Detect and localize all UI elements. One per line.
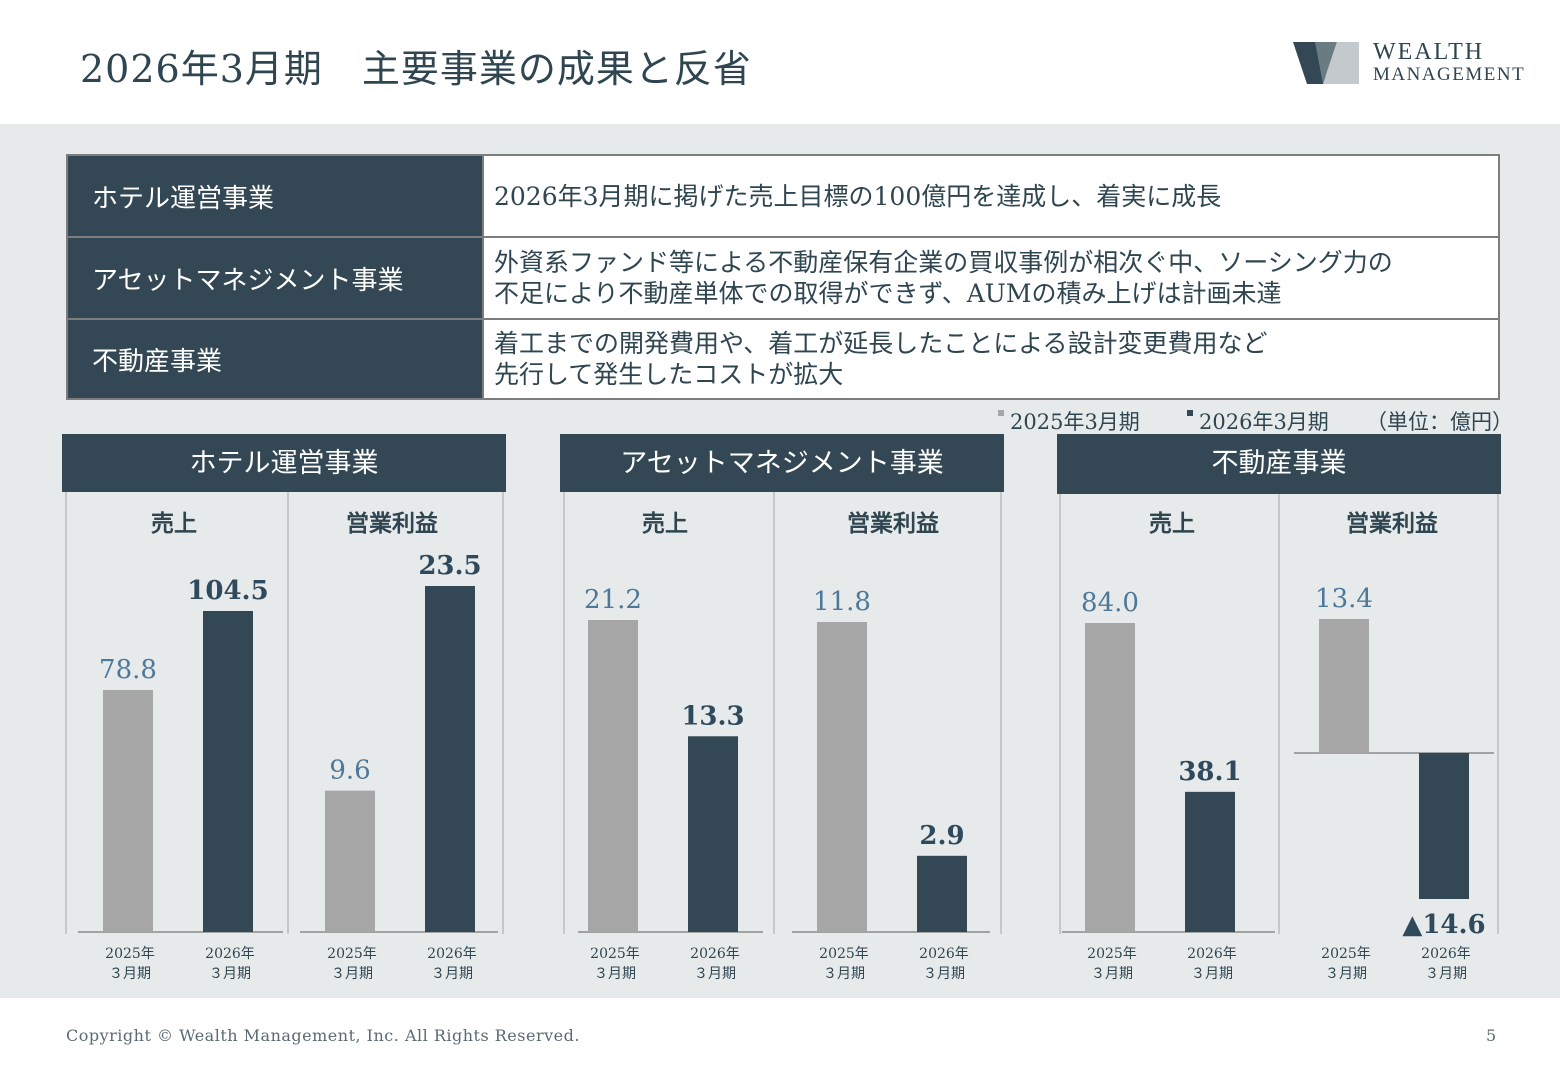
tick-label: ３月期 bbox=[209, 966, 251, 982]
subtitle-asset-profit: 営業利益 bbox=[847, 510, 939, 537]
data-label: 13.4 bbox=[1315, 584, 1373, 614]
tick-label: ３月期 bbox=[109, 966, 151, 982]
data-label: 11.8 bbox=[813, 587, 871, 617]
tick-label: 2026年 bbox=[1421, 946, 1471, 962]
tick-label: ３月期 bbox=[1325, 966, 1367, 982]
summary-line: 外資系ファンド等による不動産保有企業の買収事例が相次ぐ中、ソーシング力の bbox=[494, 248, 1393, 277]
page-title: 2026年3月期 主要事業の成果と反省 bbox=[80, 47, 752, 91]
tick-label: ３月期 bbox=[923, 966, 965, 982]
tick-label: 2025年 bbox=[1321, 946, 1371, 962]
logo-line2: MANAGEMENT bbox=[1373, 64, 1526, 85]
divider bbox=[1497, 494, 1499, 934]
bar-curr bbox=[1185, 791, 1235, 932]
data-label: 13.3 bbox=[681, 701, 744, 731]
data-label: 2.9 bbox=[919, 821, 964, 851]
content-panel: ホテル運営事業 2026年3月期に掲げた売上目標の100億円を達成し、着実に成長… bbox=[0, 124, 1560, 998]
data-label: 84.0 bbox=[1081, 588, 1139, 618]
data-label: 104.5 bbox=[187, 576, 268, 606]
unit-label: （単位：億円） bbox=[1366, 410, 1513, 434]
bar-charts: 78.8 2025年 ３月期 104.5 2026年 ３月期 9.6 2025年 ３月期 23.5… bbox=[78, 551, 1494, 982]
divider bbox=[502, 492, 504, 934]
tick-label: 2025年 bbox=[590, 946, 640, 962]
data-label: 9.6 bbox=[329, 756, 370, 786]
bar-prev bbox=[817, 622, 867, 932]
segment-header-hotel: ホテル運営事業 bbox=[62, 434, 506, 492]
tick-label: ３月期 bbox=[1191, 966, 1233, 982]
tick-label: ３月期 bbox=[594, 966, 636, 982]
data-label: 38.1 bbox=[1178, 757, 1241, 787]
summary-row: ホテル運営事業 2026年3月期に掲げた売上目標の100億円を達成し、着実に成長 bbox=[66, 154, 1500, 238]
copyright: Copyright © Wealth Management, Inc. All … bbox=[66, 1026, 580, 1045]
bar-prev bbox=[588, 620, 638, 932]
legend-curr: 2026年3月期 bbox=[1187, 406, 1329, 436]
subtitle-realestate-sales: 売上 bbox=[1149, 510, 1195, 537]
divider bbox=[563, 492, 565, 934]
bar-curr bbox=[917, 855, 967, 932]
tick-label: ３月期 bbox=[331, 966, 373, 982]
logo-line1: WEALTH bbox=[1373, 39, 1485, 65]
summary-table: ホテル運営事業 2026年3月期に掲げた売上目標の100億円を達成し、着実に成長… bbox=[66, 154, 1500, 400]
tick-label: 2025年 bbox=[819, 946, 869, 962]
summary-line: 不足により不動産単体での取得ができず、AUMの積み上げは計画未達 bbox=[494, 279, 1282, 308]
divider bbox=[65, 492, 67, 934]
summary-row: アセットマネジメント事業 外資系ファンド等による不動産保有企業の買収事例が相次ぐ… bbox=[66, 236, 1500, 320]
tick-label: 2025年 bbox=[1087, 946, 1137, 962]
summary-segment: アセットマネジメント事業 bbox=[66, 236, 484, 320]
logo-mark-icon bbox=[1293, 42, 1359, 84]
data-label: 23.5 bbox=[418, 551, 481, 581]
tick-label: 2026年 bbox=[919, 946, 969, 962]
legend-swatch-prev bbox=[998, 410, 1004, 416]
bar-curr bbox=[203, 611, 253, 932]
tick-label: ３月期 bbox=[694, 966, 736, 982]
data-label: 78.8 bbox=[99, 655, 157, 685]
summary-row: 不動産事業 着工までの開発費用や、着工が延長したことによる設計変更費用など 先行… bbox=[66, 318, 1500, 400]
data-label: ▲14.6 bbox=[1402, 910, 1485, 940]
tick-label: 2026年 bbox=[1187, 946, 1237, 962]
divider bbox=[773, 492, 775, 934]
subtitle-realestate-profit: 営業利益 bbox=[1346, 510, 1438, 537]
tick-label: 2026年 bbox=[690, 946, 740, 962]
summary-text: 外資系ファンド等による不動産保有企業の買収事例が相次ぐ中、ソーシング力の 不足に… bbox=[482, 236, 1500, 320]
tick-label: 2025年 bbox=[327, 946, 377, 962]
bar-prev bbox=[1319, 619, 1369, 753]
bar-curr bbox=[425, 586, 475, 932]
tick-label: ３月期 bbox=[1425, 966, 1467, 982]
tick-label: ３月期 bbox=[1091, 966, 1133, 982]
summary-segment: 不動産事業 bbox=[66, 318, 484, 400]
tick-label: 2026年 bbox=[427, 946, 477, 962]
summary-line: 着工までの開発費用や、着工が延長したことによる設計変更費用など bbox=[494, 329, 1268, 358]
summary-text: 2026年3月期に掲げた売上目標の100億円を達成し、着実に成長 bbox=[482, 154, 1500, 238]
tick-label: ３月期 bbox=[823, 966, 865, 982]
subtitle-asset-sales: 売上 bbox=[642, 510, 688, 537]
divider bbox=[1278, 494, 1280, 934]
legend-swatch-curr bbox=[1187, 410, 1193, 416]
summary-text: 着工までの開発費用や、着工が延長したことによる設計変更費用など 先行して発生した… bbox=[482, 318, 1500, 400]
summary-segment: ホテル運営事業 bbox=[66, 154, 484, 238]
summary-line: 2026年3月期に掲げた売上目標の100億円を達成し、着実に成長 bbox=[494, 181, 1222, 211]
divider bbox=[1059, 494, 1061, 934]
legend-prev: 2025年3月期 bbox=[998, 406, 1140, 436]
bar-prev bbox=[1085, 623, 1135, 932]
legend-prev-label: 2025年3月期 bbox=[1010, 410, 1140, 434]
legend-curr-label: 2026年3月期 bbox=[1199, 410, 1329, 434]
divider bbox=[1000, 492, 1002, 934]
company-logo: WEALTH MANAGEMENT bbox=[1293, 40, 1524, 86]
tick-label: 2025年 bbox=[105, 946, 155, 962]
bar-prev bbox=[103, 689, 153, 932]
bar-prev bbox=[325, 790, 375, 932]
subtitle-hotel-sales: 売上 bbox=[151, 510, 197, 537]
tick-label: 2026年 bbox=[205, 946, 255, 962]
bar-curr bbox=[1419, 753, 1469, 899]
tick-label: ３月期 bbox=[431, 966, 473, 982]
page-number: 5 bbox=[1486, 1026, 1497, 1045]
segment-header-realestate: 不動産事業 bbox=[1057, 434, 1501, 494]
divider bbox=[287, 492, 289, 934]
data-label: 21.2 bbox=[584, 585, 642, 615]
subtitle-hotel-profit: 営業利益 bbox=[346, 510, 438, 537]
summary-line: 先行して発生したコストが拡大 bbox=[494, 360, 844, 389]
bar-curr bbox=[688, 736, 738, 932]
segment-header-asset: アセットマネジメント事業 bbox=[560, 434, 1004, 492]
